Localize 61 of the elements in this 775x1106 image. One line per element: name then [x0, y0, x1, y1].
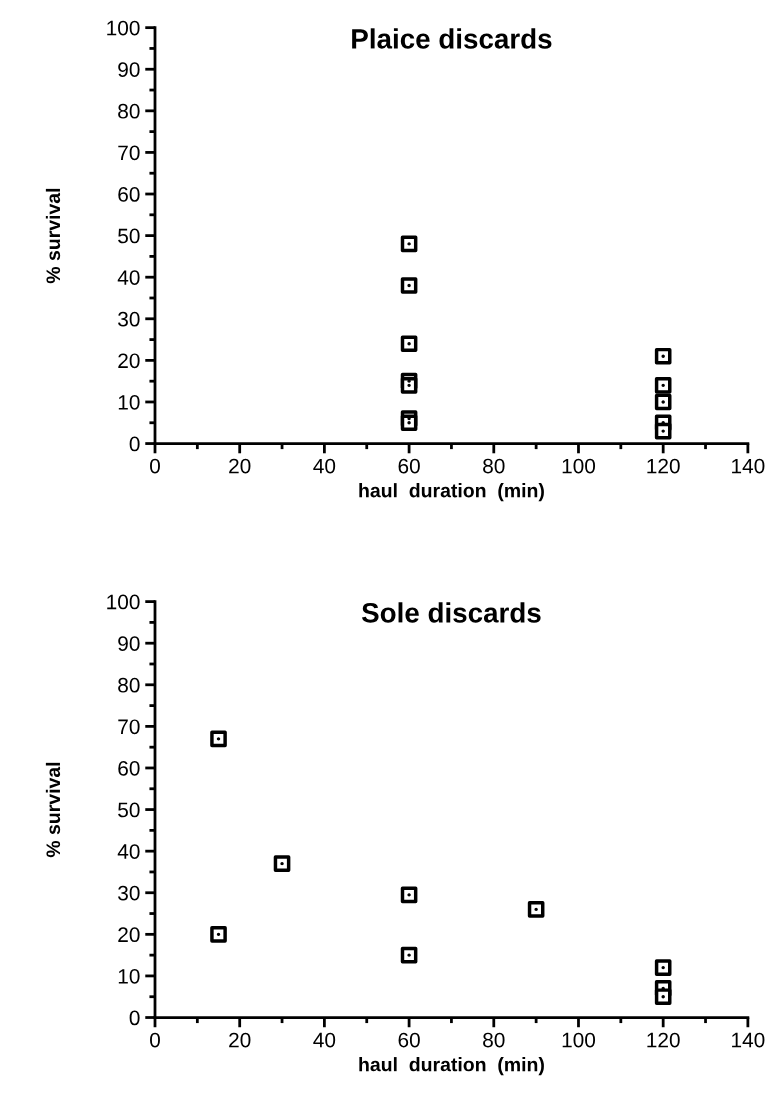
y-tick-label: 70	[118, 719, 140, 735]
y-tick-label: 80	[118, 677, 140, 693]
x-tick-label: 20	[229, 458, 251, 474]
x-tick-label: 120	[647, 1032, 680, 1048]
point	[654, 347, 672, 365]
y-tick-label: 10	[118, 394, 140, 410]
y-tick-label: 60	[118, 760, 140, 776]
point	[400, 335, 418, 353]
point	[527, 901, 545, 918]
y-tick-label: 90	[118, 636, 140, 651]
point	[400, 886, 418, 904]
y-tick-label: 70	[118, 145, 140, 161]
x-tick-label: 60	[398, 458, 420, 474]
point	[654, 959, 672, 976]
y-tick-label: 100	[107, 20, 140, 36]
x-tick-label: 20	[229, 1032, 251, 1048]
point	[273, 855, 291, 872]
point	[654, 393, 672, 411]
point	[210, 730, 227, 748]
y-tick-label: 0	[129, 436, 140, 452]
x-tick-label: 80	[483, 1032, 505, 1048]
y-axis-title: % survival	[45, 762, 61, 858]
point	[400, 377, 418, 394]
y-axis-title: % survival	[45, 188, 61, 284]
point	[210, 926, 227, 943]
y-tick-label: 40	[117, 844, 140, 859]
y-tick-label: 20	[118, 927, 140, 943]
x-tick-label: 0	[150, 1032, 160, 1048]
x-tick-label: 120	[647, 458, 680, 474]
chart-title: Sole discards	[361, 602, 541, 623]
x-tick-label: 0	[150, 458, 160, 474]
y-tick-label: 20	[118, 353, 140, 369]
point	[400, 414, 418, 432]
y-tick-label: 30	[118, 885, 140, 901]
point	[400, 277, 418, 294]
y-tick-label: 30	[118, 311, 140, 327]
point	[654, 377, 672, 394]
y-tick-label: 50	[118, 802, 140, 818]
y-tick-label: 90	[118, 62, 140, 77]
chart-title: Plaice discards	[352, 28, 552, 49]
point	[654, 422, 672, 440]
x-tick-label: 40	[313, 1032, 336, 1048]
y-tick-label: 10	[118, 968, 140, 984]
point	[654, 988, 672, 1006]
x-tick-label: 140	[732, 1032, 765, 1048]
y-tick-label: 0	[129, 1010, 140, 1026]
x-axis-title: haul duration (min)	[359, 1057, 544, 1076]
x-tick-label: 60	[398, 1032, 420, 1048]
x-tick-label: 100	[562, 1032, 596, 1048]
point	[400, 235, 418, 253]
x-axis-title: haul duration (min)	[359, 483, 544, 502]
x-tick-label: 80	[483, 458, 505, 474]
y-tick-label: 80	[118, 103, 140, 119]
y-tick-label: 100	[107, 594, 140, 610]
y-tick-label: 60	[118, 187, 140, 202]
y-tick-label: 50	[118, 228, 140, 244]
point	[400, 946, 418, 964]
x-tick-label: 100	[562, 458, 596, 474]
y-tick-label: 40	[117, 270, 140, 285]
x-tick-label: 140	[732, 458, 765, 474]
x-tick-label: 40	[313, 458, 336, 474]
